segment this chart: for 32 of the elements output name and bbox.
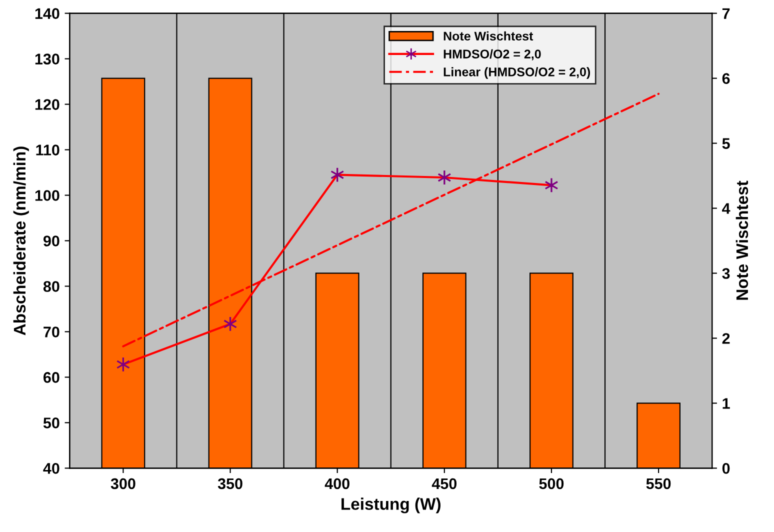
- point: [544, 177, 558, 194]
- x-tick-label: 350: [218, 478, 242, 490]
- x-tick-label: 450: [432, 478, 457, 490]
- legend-label: Linear (HMDSO/O2 = 2,0): [444, 67, 590, 79]
- y2-tick-label: 2: [722, 333, 730, 344]
- legend-label: HMDSO/O2 = 2,0: [444, 49, 541, 60]
- y2-tick-label: 0: [722, 463, 730, 474]
- y2-axis-title: Note Wischtest: [736, 180, 748, 300]
- x-tick-label: 300: [110, 478, 136, 490]
- y-axis-title: Abscheiderate (nm/min): [13, 146, 29, 336]
- y-tick-label: 40: [43, 463, 60, 474]
- y-tick-label: 130: [35, 54, 60, 64]
- y-tick-label: 70: [44, 326, 60, 338]
- y-tick-label: 90: [43, 236, 60, 246]
- y2-tick-label: 5: [722, 138, 730, 149]
- x-tick-label: 500: [539, 478, 564, 490]
- x-tick-label: 550: [646, 478, 671, 490]
- legend-label: Note Wischtest: [444, 31, 534, 41]
- y-tick-label: 50: [43, 418, 60, 428]
- y-tick-label: 80: [43, 281, 60, 292]
- y-tick-label: 110: [36, 144, 60, 156]
- y-tick-label: 140: [35, 8, 60, 19]
- y2-tick-label: 7: [722, 8, 730, 19]
- y-tick-label: 100: [35, 190, 60, 201]
- y-tick-label: 60: [44, 372, 60, 383]
- x-tick-label: 400: [324, 478, 350, 490]
- x-axis-title: Leistung (W): [342, 498, 440, 514]
- y-tick-label: 120: [35, 99, 60, 110]
- y2-tick-label: 3: [722, 268, 730, 279]
- y2-tick-label: 6: [722, 73, 730, 84]
- y2-tick-label: 4: [722, 203, 730, 214]
- y2-tick-label: 1: [722, 398, 730, 409]
